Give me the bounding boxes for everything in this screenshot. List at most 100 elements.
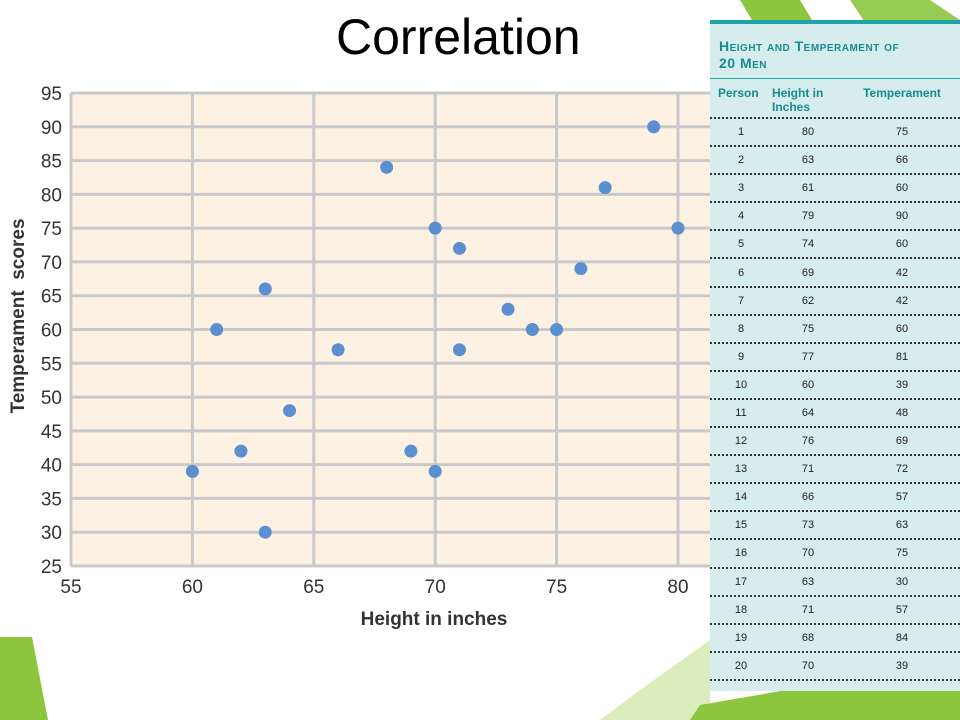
data-point [647, 120, 661, 134]
cell-temperament: 30 [895, 575, 909, 588]
data-point [501, 302, 515, 316]
y-tick-label: 45 [41, 422, 62, 443]
y-tick-label: 40 [41, 456, 62, 477]
table-row: 7 62 42 [710, 288, 960, 316]
y-tick-label: 80 [41, 185, 62, 206]
column-header-temperament: Temperament [863, 86, 941, 100]
table-row: 6 69 42 [710, 259, 960, 288]
data-point [671, 221, 685, 235]
data-point [428, 221, 442, 235]
cell-temperament: 60 [895, 182, 909, 195]
table-row: 13 71 72 [710, 456, 960, 485]
cell-person: 20 [734, 659, 748, 672]
y-tick-labels: 25 30 35 40 45 50 55 60 65 70 75 80 85 90 95 [41, 84, 62, 578]
cell-height: 75 [801, 322, 815, 335]
data-point [452, 343, 466, 357]
x-tick-label: 60 [182, 577, 203, 598]
table-row: 12 76 69 [710, 428, 960, 457]
cell-person: 18 [734, 603, 748, 616]
data-point [598, 181, 612, 195]
y-tick-label: 50 [41, 388, 62, 409]
cell-temperament: 90 [895, 210, 909, 223]
table-row: 3 61 60 [710, 175, 960, 204]
data-point [525, 323, 539, 336]
table-row: 18 71 57 [710, 597, 960, 625]
cell-height: 79 [801, 210, 815, 223]
cell-temperament: 81 [895, 350, 909, 363]
cell-height: 76 [801, 435, 815, 448]
data-point [550, 323, 564, 336]
y-tick-label: 65 [41, 287, 62, 308]
cell-temperament: 57 [895, 491, 909, 504]
cell-height: 71 [801, 603, 815, 616]
table-row: 5 74 60 [710, 231, 960, 260]
x-tick-label: 70 [425, 577, 446, 598]
cell-temperament: 75 [895, 547, 909, 560]
table-row: 11 64 48 [710, 400, 960, 429]
cell-height: 64 [801, 406, 815, 419]
table-row: 20 70 39 [710, 653, 960, 681]
scatter-chart: 25 30 35 40 45 50 55 60 65 70 75 80 85 90 95 55 60 65 70 7… [8, 84, 710, 630]
cell-person: 7 [737, 294, 745, 307]
y-axis-label: Temperament scores [8, 218, 29, 413]
cell-temperament: 75 [895, 126, 909, 139]
cell-person: 13 [734, 463, 748, 476]
y-tick-label: 90 [41, 118, 62, 139]
data-point [404, 444, 418, 458]
cell-person: 19 [734, 631, 748, 644]
table-row: 14 66 57 [710, 484, 960, 513]
cell-person: 8 [737, 322, 745, 335]
table-title-line2: 20 Men [719, 55, 768, 71]
x-tick-labels: 55 60 65 70 75 80 [60, 577, 688, 598]
table-row: 1 80 75 [710, 119, 960, 148]
cell-person: 14 [734, 491, 748, 504]
cell-height: 80 [801, 126, 815, 139]
cell-height: 60 [801, 378, 815, 391]
cell-person: 5 [737, 238, 745, 251]
cell-person: 10 [734, 378, 748, 391]
table-body: 1 80 75 2 63 66 3 61 60 4 79 90 5 74 60 6 69 42 7 62 42 8 75 60… [710, 119, 960, 681]
x-tick-label: 65 [303, 577, 324, 598]
table-row: 4 79 90 [710, 203, 960, 232]
y-tick-label: 30 [41, 523, 62, 544]
cell-person: 9 [737, 350, 745, 363]
x-tick-label: 80 [667, 577, 688, 598]
data-point [210, 323, 224, 336]
cell-height: 70 [801, 659, 815, 672]
cell-height: 61 [801, 182, 815, 195]
cell-temperament: 39 [895, 378, 909, 391]
data-point [234, 444, 248, 458]
y-tick-label: 70 [41, 253, 62, 274]
table-row: 9 77 81 [710, 344, 960, 372]
data-point [428, 464, 442, 478]
cell-height: 68 [801, 631, 815, 644]
data-points [185, 120, 685, 539]
cell-temperament: 63 [895, 519, 909, 532]
cell-temperament: 66 [895, 154, 909, 167]
y-tick-label: 35 [41, 489, 62, 510]
table-row: 17 63 30 [710, 569, 960, 597]
y-tick-label: 25 [41, 557, 62, 578]
data-point [574, 262, 588, 276]
cell-temperament: 42 [895, 266, 909, 279]
cell-person: 12 [734, 435, 748, 448]
cell-temperament: 60 [895, 322, 909, 335]
x-axis-label: Height in inches [361, 609, 508, 630]
cell-height: 63 [801, 154, 815, 167]
cell-height: 71 [801, 463, 815, 476]
cell-person: 17 [734, 575, 748, 588]
y-tick-label: 85 [41, 152, 62, 173]
slide-title: Correlation [336, 9, 581, 65]
cell-temperament: 39 [895, 659, 909, 672]
data-point [258, 282, 272, 296]
cell-height: 62 [801, 294, 815, 307]
cell-height: 63 [801, 575, 815, 588]
column-header-person: Person [718, 86, 759, 100]
data-table: Height and Temperament of 20 Men Person … [710, 20, 960, 691]
cell-height: 74 [801, 238, 815, 251]
cell-person: 1 [737, 126, 745, 139]
cell-temperament: 69 [895, 435, 909, 448]
cell-temperament: 42 [895, 294, 909, 307]
cell-height: 70 [801, 547, 815, 560]
cell-height: 73 [801, 519, 815, 532]
